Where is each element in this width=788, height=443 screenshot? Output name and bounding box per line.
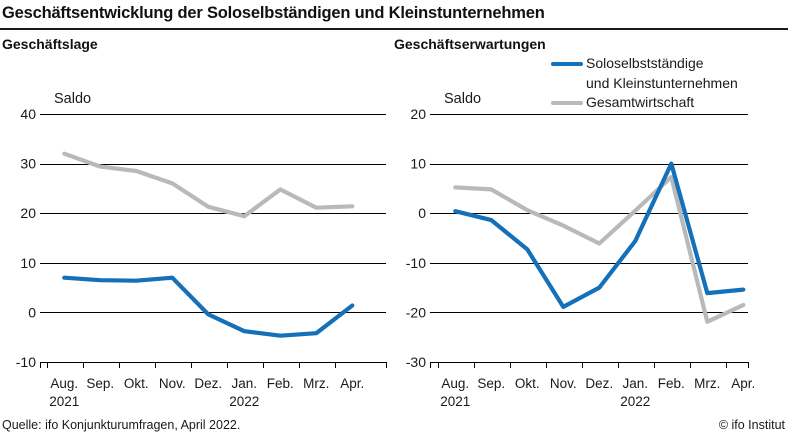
- svg-text:Feb.: Feb.: [267, 376, 294, 391]
- svg-text:2022: 2022: [620, 394, 650, 409]
- svg-text:10: 10: [20, 255, 36, 271]
- svg-text:2021: 2021: [49, 394, 79, 409]
- svg-text:2022: 2022: [229, 394, 259, 409]
- svg-text:Sep.: Sep.: [86, 376, 114, 391]
- legend-item-gesamt: Gesamtwirtschaft: [551, 93, 738, 113]
- svg-text:-10: -10: [16, 354, 36, 370]
- svg-text:20: 20: [20, 205, 36, 221]
- svg-text:0: 0: [28, 304, 36, 320]
- legend-label-solo-line2: und Kleinstunternehmen: [586, 74, 738, 91]
- svg-text:-30: -30: [406, 354, 426, 370]
- source-note: Quelle: ifo Konjunkturumfragen, April 20…: [2, 418, 241, 432]
- legend-label-solo-line1: Soloselbstständige: [586, 55, 704, 71]
- legend-marker-gesamt-icon: [551, 100, 583, 105]
- title-rule: [0, 28, 788, 30]
- footer: Quelle: ifo Konjunkturumfragen, April 20…: [0, 418, 788, 432]
- svg-text:Sep.: Sep.: [477, 376, 505, 391]
- svg-text:Nov.: Nov.: [550, 376, 577, 391]
- svg-text:Dez.: Dez.: [194, 376, 222, 391]
- svg-text:Dez.: Dez.: [585, 376, 613, 391]
- svg-text:10: 10: [410, 156, 426, 172]
- svg-text:Apr.: Apr.: [340, 376, 364, 391]
- chart-left-title: Geschäftslage: [2, 36, 98, 52]
- svg-text:-10: -10: [406, 255, 426, 271]
- copyright-note: © ifo Institut: [718, 418, 785, 432]
- svg-text:Okt.: Okt.: [515, 376, 540, 391]
- svg-text:Nov.: Nov.: [159, 376, 186, 391]
- svg-text:Apr.: Apr.: [731, 376, 755, 391]
- svg-text:Mrz.: Mrz.: [303, 376, 329, 391]
- svg-text:Saldo: Saldo: [444, 91, 481, 107]
- charts-canvas: 40 30 20 10 0 -10 Saldo Aug. Sep. Okt. Nov. Dez. Jan…: [16, 91, 756, 409]
- legend-item-solo: Soloselbstständige: [551, 54, 738, 74]
- chart-legend: Soloselbstständige und Kleinstunternehme…: [551, 54, 738, 113]
- svg-text:Okt.: Okt.: [124, 376, 149, 391]
- svg-text:30: 30: [20, 156, 36, 172]
- svg-text:Aug.: Aug.: [441, 376, 469, 391]
- page-title: Geschäftsentwicklung der Soloselbständig…: [2, 4, 545, 22]
- svg-text:Mrz.: Mrz.: [694, 376, 720, 391]
- chart-right-title: Geschäftserwartungen: [394, 36, 546, 52]
- svg-text:Feb.: Feb.: [658, 376, 685, 391]
- svg-text:20: 20: [410, 106, 426, 122]
- svg-text:-20: -20: [406, 304, 426, 320]
- legend-label-gesamt: Gesamtwirtschaft: [586, 94, 695, 110]
- svg-text:Jan.: Jan.: [232, 376, 258, 391]
- svg-text:40: 40: [20, 106, 36, 122]
- legend-marker-solo-icon: [551, 61, 583, 66]
- svg-text:0: 0: [418, 205, 426, 221]
- svg-text:Aug.: Aug.: [50, 376, 78, 391]
- svg-text:Saldo: Saldo: [54, 91, 91, 107]
- svg-text:2021: 2021: [440, 394, 470, 409]
- svg-text:Jan.: Jan.: [623, 376, 649, 391]
- legend-item-solo-line2: und Kleinstunternehmen: [551, 74, 738, 94]
